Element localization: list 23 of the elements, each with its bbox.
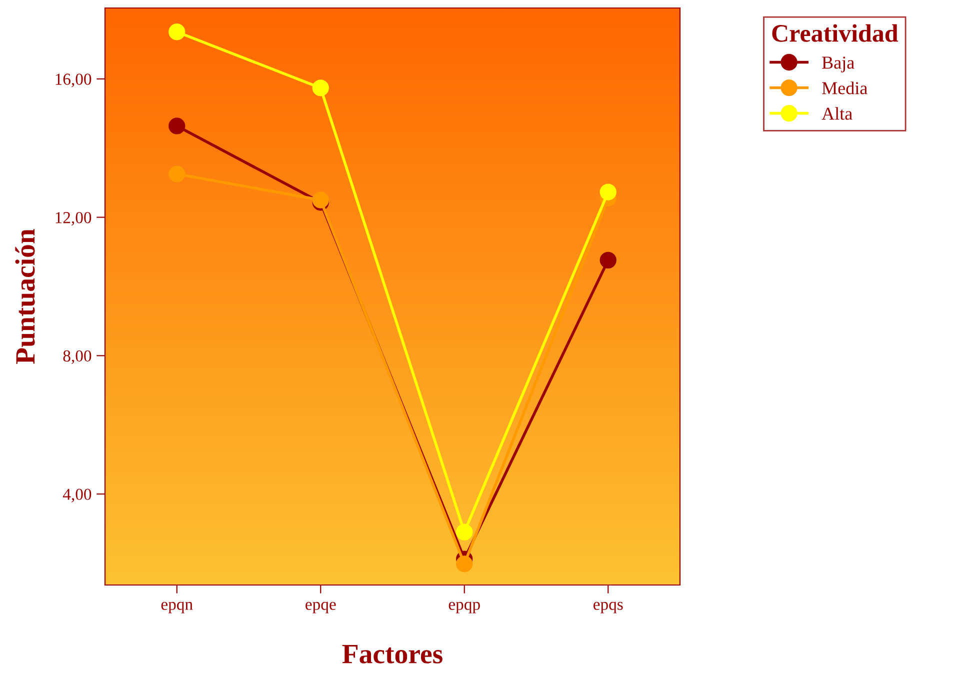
point <box>168 118 186 134</box>
point <box>312 80 329 96</box>
x-tick-label: epqn <box>161 602 193 614</box>
point <box>456 524 473 540</box>
y-tick-label: 8,00 <box>63 350 92 364</box>
point <box>600 184 616 200</box>
point <box>168 166 186 182</box>
x-tick-label: epqe <box>306 602 336 614</box>
y-axis-title: Puntuación <box>15 228 35 364</box>
y-tick-label: 4,00 <box>62 488 92 502</box>
y-tick-label: 16,00 <box>56 74 92 88</box>
y-tick-label: 12,00 <box>56 212 92 226</box>
x-tick-label: epqp <box>448 602 480 614</box>
legend-label: Media <box>822 82 868 94</box>
point <box>600 252 616 269</box>
x-tick-label: epqs <box>594 602 623 614</box>
legend-label: Alta <box>822 107 852 120</box>
point <box>312 192 329 208</box>
point <box>168 24 186 40</box>
point <box>456 556 473 572</box>
legend-label: Baja <box>822 56 854 72</box>
legend-title: Creatividad <box>772 24 898 42</box>
x-axis-title: Factores <box>342 644 442 664</box>
